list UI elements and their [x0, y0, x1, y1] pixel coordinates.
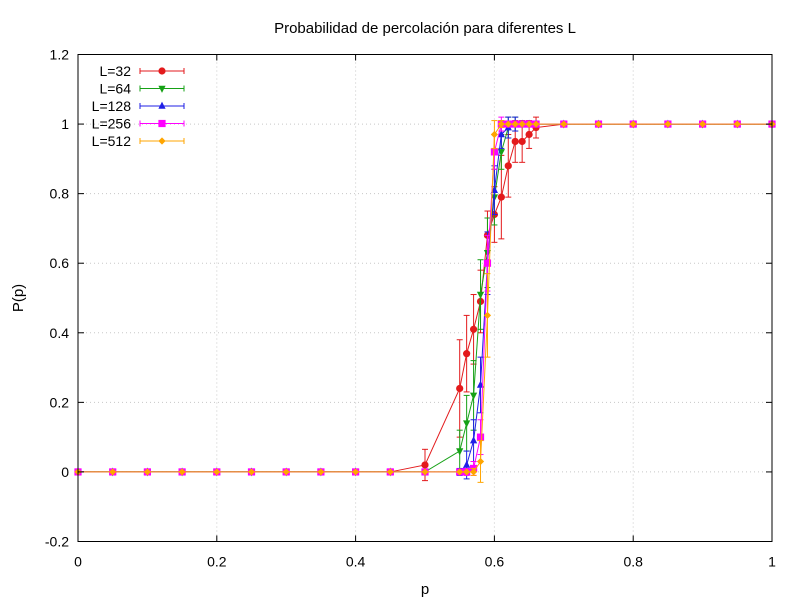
data-point	[594, 120, 603, 128]
y-tick-label: 0.4	[50, 325, 70, 341]
x-axis-label: p	[421, 581, 429, 598]
series-line	[78, 123, 772, 473]
y-tick-label: 0.6	[50, 255, 70, 271]
data-point	[143, 468, 151, 476]
series-L=32	[74, 116, 776, 482]
data-point	[178, 468, 186, 476]
legend-label: L=128	[92, 98, 132, 114]
data-point	[483, 259, 492, 267]
data-point	[532, 120, 540, 128]
data-point	[497, 130, 505, 138]
data-point	[386, 468, 394, 476]
series-line	[78, 123, 772, 473]
data-point	[456, 448, 464, 456]
legend-item: L=32	[99, 63, 185, 79]
data-point	[469, 392, 478, 400]
x-tick-label: 0.8	[623, 554, 643, 570]
plot-frame	[77, 54, 773, 542]
data-point	[352, 468, 360, 476]
legend-item: L=512	[92, 133, 185, 149]
legend-marker	[158, 67, 166, 75]
data-point	[469, 325, 478, 333]
data-point	[664, 120, 672, 128]
legend-label: L=512	[92, 133, 132, 149]
x-tick-label: 0.2	[207, 554, 227, 570]
data-point	[476, 457, 485, 466]
legend-item: L=64	[99, 81, 185, 97]
series-line	[78, 123, 772, 473]
axes: 0 0.2 0.4 0.6 0.8 1 -0.2 0 0.2 0.4 0.6 0.8 1 1.2	[45, 47, 776, 570]
data-point	[421, 461, 429, 469]
data-point	[463, 468, 471, 476]
x-tick-label: 0	[74, 554, 82, 570]
data-point	[497, 120, 505, 128]
data-point	[518, 120, 526, 128]
data-point	[511, 137, 519, 146]
data-point	[463, 420, 471, 428]
plot-series	[74, 116, 776, 483]
data-point	[213, 468, 221, 476]
data-point	[560, 120, 568, 128]
data-point	[469, 468, 478, 476]
data-point	[518, 137, 526, 146]
x-tick-label: 1	[768, 554, 776, 570]
legend-marker	[158, 101, 166, 109]
data-point	[456, 384, 464, 393]
data-point	[525, 130, 533, 139]
data-point	[733, 120, 741, 128]
y-axis-label: P(p)	[10, 284, 27, 312]
data-point	[476, 433, 485, 441]
data-point	[247, 468, 256, 476]
legend-marker	[158, 137, 166, 145]
data-point	[629, 120, 637, 128]
legend-label: L=256	[92, 116, 132, 132]
legend-marker	[158, 85, 166, 93]
data-point	[490, 130, 498, 139]
x-tick-label: 0.4	[346, 554, 366, 570]
data-point	[483, 311, 492, 319]
data-point	[109, 468, 117, 476]
data-point	[463, 350, 471, 358]
series-line	[78, 123, 772, 473]
y-tick-label: 0	[61, 464, 69, 480]
y-tick-label: 1.2	[50, 47, 70, 63]
chart-title: Probabilidad de percolación para diferen…	[274, 20, 576, 37]
series-L=128	[74, 116, 776, 480]
legend-marker	[158, 119, 166, 128]
data-point	[469, 436, 478, 444]
data-point	[317, 468, 325, 476]
y-tick-label: 1	[61, 116, 69, 132]
legend-label: L=64	[99, 81, 131, 97]
legend-item: L=128	[92, 98, 185, 114]
data-point	[511, 120, 519, 128]
data-point	[504, 162, 512, 170]
data-point	[282, 468, 290, 476]
data-point	[504, 120, 512, 128]
y-tick-label: -0.2	[45, 534, 69, 550]
series-line	[78, 123, 772, 473]
data-point	[421, 468, 429, 476]
y-tick-label: 0.8	[50, 186, 70, 202]
data-point	[456, 468, 464, 476]
data-point	[497, 193, 505, 201]
y-tick-label: 0.2	[50, 394, 70, 410]
data-point	[490, 148, 498, 156]
legend-item: L=256	[92, 116, 185, 132]
series-L=256	[74, 116, 776, 476]
legend-label: L=32	[99, 63, 131, 79]
data-point	[699, 120, 707, 128]
data-point	[525, 120, 533, 128]
series-L=64	[74, 116, 776, 477]
series-L=512	[74, 120, 776, 483]
data-point	[476, 291, 485, 299]
data-point	[463, 460, 471, 468]
x-tick-label: 0.6	[485, 554, 505, 570]
